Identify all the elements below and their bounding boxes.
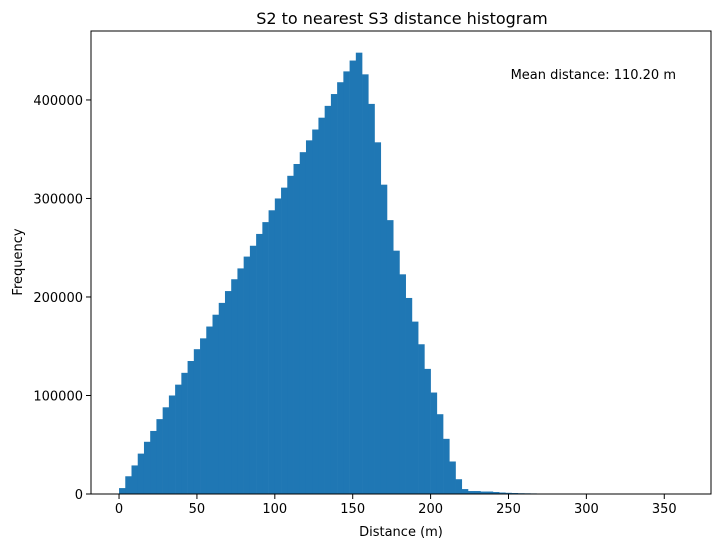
chart-title: S2 to nearest S3 distance histogram xyxy=(256,9,548,28)
y-tick-label: 300000 xyxy=(33,192,83,207)
histogram-bar xyxy=(268,210,276,494)
plot-area-frame xyxy=(90,30,712,495)
x-tick-label: 250 xyxy=(496,502,521,517)
histogram-bar xyxy=(480,491,487,494)
histogram-bar xyxy=(411,321,419,494)
histogram-bar xyxy=(305,140,313,494)
histogram-bar xyxy=(231,279,238,494)
histogram-bar xyxy=(299,152,307,494)
histogram-bar xyxy=(119,488,126,494)
histogram-bar xyxy=(168,395,176,494)
histogram-bar xyxy=(330,94,338,494)
histogram-bar xyxy=(337,82,344,495)
y-tick-label: 0 xyxy=(75,488,83,503)
histogram-bar xyxy=(193,349,201,494)
histogram-bar xyxy=(455,479,463,494)
mean-distance-annotation: Mean distance: 110.20 m xyxy=(511,68,676,83)
histogram-bar xyxy=(312,129,319,495)
y-tick-label: 200000 xyxy=(33,291,83,306)
histogram-bar xyxy=(486,491,494,494)
histogram-bar xyxy=(405,297,413,494)
x-tick-label: 100 xyxy=(262,502,287,517)
histogram-bar xyxy=(293,163,301,494)
histogram-bar xyxy=(443,438,450,494)
histogram-bar xyxy=(274,198,282,494)
histogram-bar xyxy=(386,220,394,494)
histogram-bar xyxy=(399,274,406,494)
histogram-bar xyxy=(499,492,506,494)
histogram-bar xyxy=(355,52,363,495)
histogram-bar xyxy=(436,414,444,494)
histogram-bar xyxy=(249,245,257,494)
histogram-bar xyxy=(181,372,188,494)
histogram-bar xyxy=(461,489,469,494)
histogram-bar xyxy=(449,461,456,494)
histogram-bar xyxy=(137,453,145,494)
x-tick-label: 0 xyxy=(115,502,123,517)
y-axis-label: Frequency xyxy=(11,228,26,295)
histogram-bar xyxy=(505,492,512,494)
histogram-bar xyxy=(349,60,357,494)
histogram-bar xyxy=(187,361,195,494)
histogram-bar xyxy=(218,302,226,494)
histogram-bar xyxy=(156,419,163,494)
histogram-bar xyxy=(492,492,500,494)
histogram-bar xyxy=(467,491,475,494)
y-tick-label: 400000 xyxy=(33,94,83,109)
x-axis-label: Distance (m) xyxy=(359,525,443,540)
histogram-bar xyxy=(318,117,325,494)
histogram-bar xyxy=(343,71,350,495)
histogram-bar xyxy=(262,222,269,494)
histogram-bar xyxy=(368,103,375,494)
histogram-bar xyxy=(362,74,369,495)
histogram-bars xyxy=(119,52,681,495)
x-tick-label: 50 xyxy=(189,502,206,517)
histogram-bar xyxy=(287,175,294,494)
x-tick-label: 150 xyxy=(340,502,365,517)
histogram-bar xyxy=(206,326,213,494)
x-axis-ticks: 0 50 100 150 200 250 300 350 xyxy=(115,494,677,517)
histogram-bar xyxy=(281,187,288,495)
histogram-bar xyxy=(380,184,388,495)
histogram-bar xyxy=(224,291,232,494)
histogram-bar xyxy=(393,250,400,494)
histogram-bar xyxy=(143,441,151,494)
histogram-bar xyxy=(237,268,244,494)
histogram-bar xyxy=(374,142,382,494)
y-axis-ticks: 0 100000 200000 300000 400000 xyxy=(33,94,91,503)
histogram-bar xyxy=(125,476,132,494)
histogram-bar xyxy=(474,491,481,494)
histogram-bar xyxy=(243,256,251,494)
histogram-bar xyxy=(430,392,438,494)
histogram-bar xyxy=(424,368,431,494)
histogram-bar xyxy=(150,430,157,494)
histogram-bar xyxy=(212,314,220,494)
y-tick-label: 100000 xyxy=(33,389,83,404)
histogram-bar xyxy=(324,105,332,494)
histogram-bar xyxy=(200,338,207,494)
histogram-bar xyxy=(131,465,139,494)
histogram-bar xyxy=(162,407,170,494)
histogram-bar xyxy=(418,344,425,494)
histogram-bar xyxy=(175,384,182,494)
x-tick-label: 350 xyxy=(652,502,677,517)
histogram-bar xyxy=(256,233,263,494)
x-tick-label: 300 xyxy=(574,502,599,517)
x-tick-label: 200 xyxy=(418,502,443,517)
